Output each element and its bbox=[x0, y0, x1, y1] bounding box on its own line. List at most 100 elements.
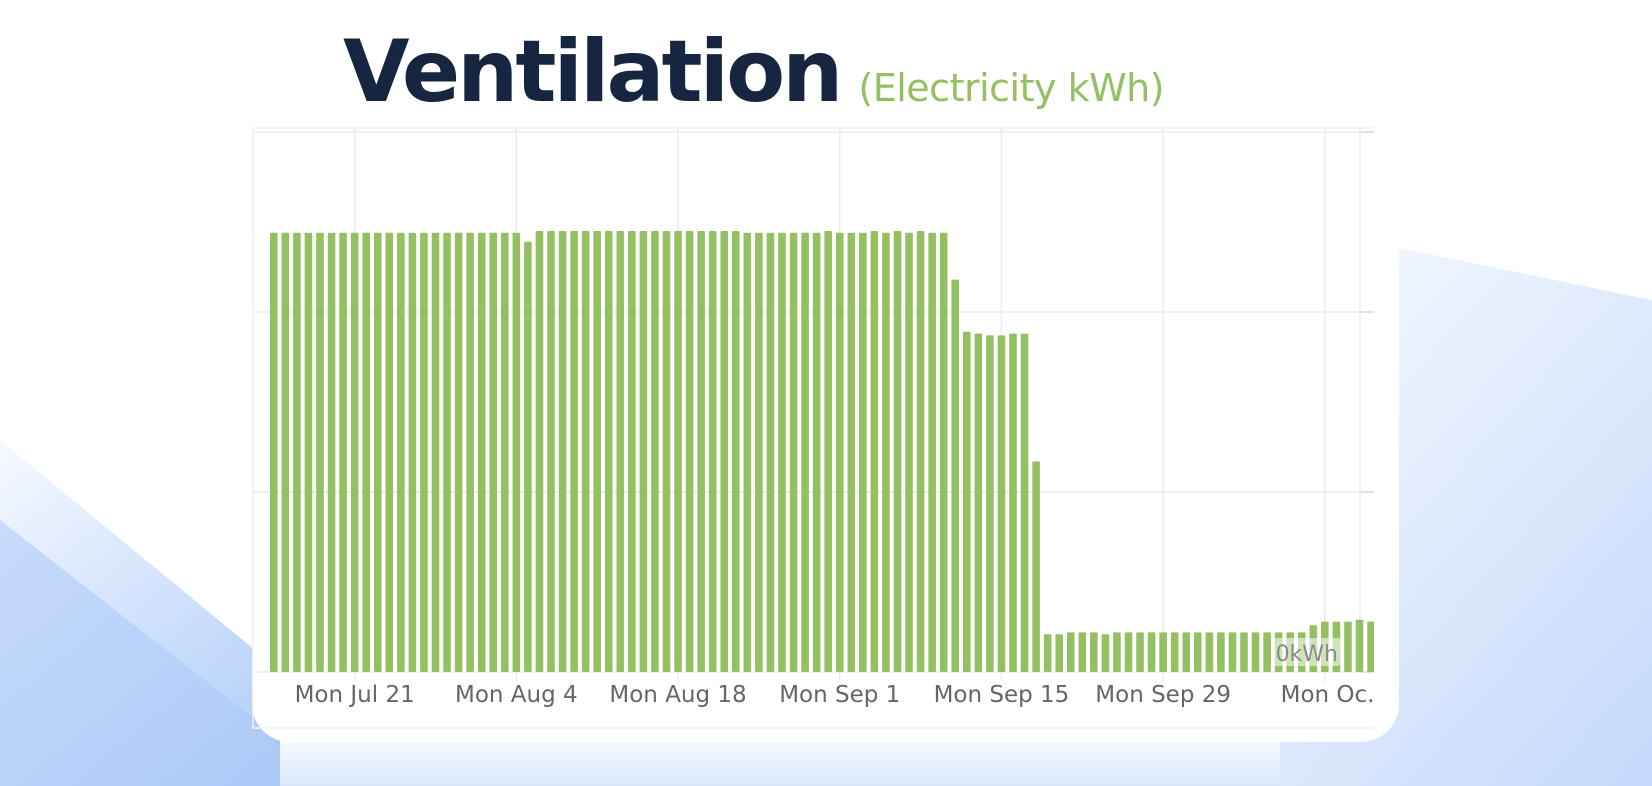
bar bbox=[801, 232, 809, 673]
bar bbox=[963, 331, 971, 672]
bar bbox=[939, 232, 948, 673]
bar bbox=[1170, 632, 1179, 672]
bar bbox=[454, 232, 463, 673]
bar bbox=[1066, 632, 1075, 672]
page-subtitle: (Electricity kWh) bbox=[858, 66, 1165, 110]
bar bbox=[524, 241, 532, 673]
bar bbox=[812, 232, 821, 673]
bar bbox=[1078, 632, 1087, 672]
bar bbox=[859, 232, 867, 673]
bar bbox=[766, 232, 775, 673]
bar bbox=[1101, 634, 1110, 672]
bar bbox=[986, 335, 994, 672]
bar bbox=[789, 232, 798, 673]
bar bbox=[974, 333, 983, 672]
bar bbox=[339, 232, 347, 673]
bar bbox=[628, 231, 636, 672]
bar bbox=[1090, 632, 1098, 672]
bar bbox=[1032, 461, 1040, 672]
title-row: Ventilation (Electricity kWh) bbox=[343, 22, 1165, 122]
bar bbox=[951, 279, 960, 672]
x-tick-label: Mon Aug 18 bbox=[609, 682, 746, 708]
bar bbox=[466, 232, 474, 673]
y-label-backdrop bbox=[1274, 638, 1340, 666]
bar bbox=[835, 232, 844, 673]
chart-bars bbox=[270, 231, 1374, 673]
bar bbox=[327, 232, 336, 673]
bar bbox=[1113, 632, 1121, 672]
bar-chart: Mon Jul 21 Mon Aug 4 Mon Aug 18 Mon Sep 1 Mo… bbox=[252, 127, 1374, 729]
bar bbox=[893, 231, 902, 672]
x-tick-label: Mon Sep 29 bbox=[1095, 682, 1231, 708]
bar bbox=[755, 232, 763, 673]
bar bbox=[1367, 621, 1374, 672]
bar bbox=[420, 232, 428, 673]
bar bbox=[547, 231, 555, 672]
bar bbox=[708, 231, 717, 672]
bar bbox=[281, 232, 290, 673]
bar bbox=[316, 232, 324, 673]
bar bbox=[408, 232, 417, 673]
bar bbox=[570, 231, 578, 672]
bar bbox=[397, 232, 405, 673]
x-axis-ticks: Mon Jul 21 Mon Aug 4 Mon Aug 18 Mon Sep 1 Mo… bbox=[295, 682, 1374, 708]
plot-frame bbox=[252, 127, 1374, 729]
bar bbox=[1263, 632, 1271, 672]
bar bbox=[270, 232, 278, 673]
bar bbox=[662, 231, 671, 672]
bar bbox=[1055, 634, 1063, 672]
bar bbox=[882, 232, 890, 673]
bar bbox=[1240, 632, 1248, 672]
bar bbox=[824, 231, 832, 672]
bar bbox=[674, 231, 682, 672]
bar bbox=[997, 335, 1006, 672]
bar bbox=[431, 232, 440, 673]
bar bbox=[1043, 634, 1052, 672]
x-tick-label: Mon Jul 21 bbox=[295, 682, 415, 708]
bar bbox=[1344, 621, 1352, 672]
bar bbox=[512, 232, 521, 673]
bar bbox=[501, 232, 509, 673]
bar bbox=[581, 231, 590, 672]
bar bbox=[1136, 632, 1144, 672]
bar bbox=[1228, 632, 1237, 672]
bar bbox=[373, 232, 382, 673]
bar bbox=[1251, 632, 1260, 672]
bar bbox=[593, 231, 601, 672]
bar bbox=[928, 232, 936, 673]
x-tick-label: Mon Sep 1 bbox=[779, 682, 900, 708]
x-tick-label: Mon Oc... bbox=[1281, 682, 1374, 708]
x-tick-label: Mon Sep 15 bbox=[934, 682, 1070, 708]
bar bbox=[697, 231, 705, 672]
bar bbox=[905, 232, 913, 673]
y-axis-labels: 0kWh bbox=[1274, 638, 1340, 667]
bar bbox=[362, 232, 370, 673]
bar bbox=[443, 232, 451, 673]
bar bbox=[1147, 632, 1156, 672]
bar bbox=[639, 231, 648, 672]
page-title: Ventilation bbox=[343, 22, 843, 122]
bar bbox=[304, 232, 313, 673]
bar bbox=[720, 231, 729, 672]
bar bbox=[1355, 619, 1364, 672]
bar bbox=[685, 231, 694, 672]
bar bbox=[535, 231, 544, 672]
bar bbox=[350, 232, 359, 673]
bar bbox=[1217, 632, 1225, 672]
x-tick-label: Mon Aug 4 bbox=[455, 682, 578, 708]
bar bbox=[916, 231, 925, 672]
bar bbox=[1182, 632, 1191, 672]
bar bbox=[847, 232, 856, 673]
bar bbox=[293, 232, 301, 673]
bar bbox=[1009, 333, 1017, 672]
bar bbox=[778, 232, 786, 673]
bar bbox=[743, 232, 752, 673]
bar bbox=[732, 231, 740, 672]
bar bbox=[489, 232, 498, 673]
bar bbox=[385, 232, 394, 673]
bar bbox=[651, 231, 659, 672]
bar bbox=[1020, 333, 1029, 672]
bar bbox=[558, 231, 567, 672]
bar bbox=[604, 231, 613, 672]
bar bbox=[477, 232, 486, 673]
